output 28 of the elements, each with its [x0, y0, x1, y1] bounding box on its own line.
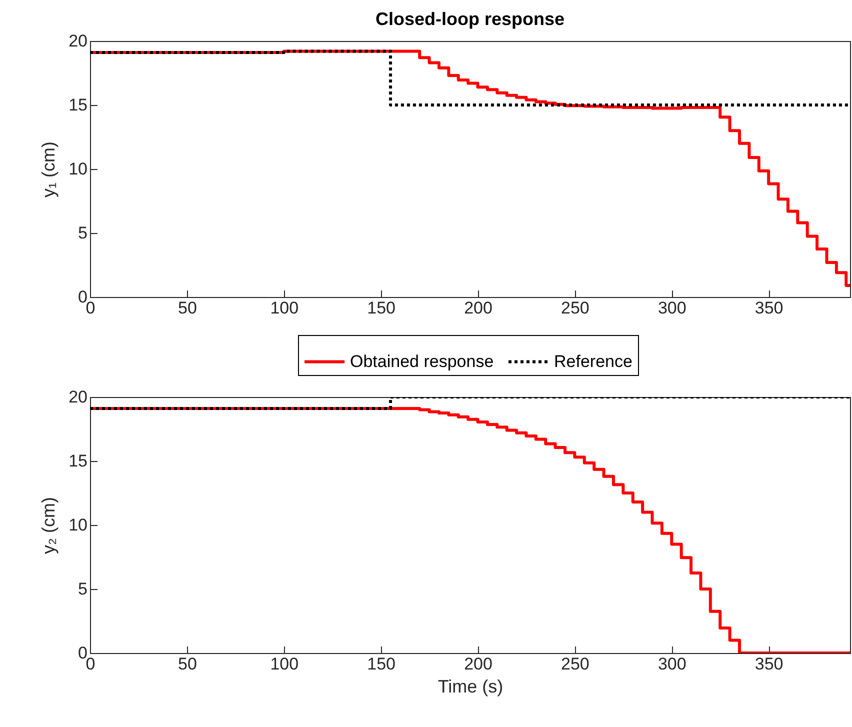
y-tick-label: 5	[78, 224, 88, 242]
legend-label: Reference	[554, 352, 632, 371]
x-tick-label: 250	[561, 654, 590, 674]
legend-label: Obtained response	[350, 352, 494, 371]
y-axis-title: y₂ (cm)	[38, 497, 59, 554]
x-tick-label: 150	[367, 298, 396, 318]
y-tick-label: 5	[78, 580, 88, 598]
x-tick-label: 300	[658, 654, 686, 674]
y-tick-label: 10	[68, 160, 88, 178]
x-tick-label: 50	[178, 298, 197, 318]
x-tick-label: 200	[464, 654, 492, 674]
x-tick-label: 100	[270, 298, 299, 318]
y-axis-title: y₁ (cm)	[38, 141, 59, 198]
x-axis-title: Time (s)	[438, 676, 504, 696]
y-tick-label: 15	[68, 452, 88, 470]
y-tick-label: 15	[68, 96, 88, 114]
x-tick-label: 350	[754, 654, 784, 674]
x-tick-label: 300	[658, 298, 686, 318]
y-tick-label: 20	[68, 32, 88, 50]
y-tick-label: 20	[68, 388, 88, 406]
x-tick-label: 150	[367, 654, 396, 674]
x-tick-label: 100	[270, 654, 299, 674]
y-tick-label: 10	[68, 516, 88, 534]
x-tick-label: 350	[754, 298, 784, 318]
chart-title: Closed-loop response	[375, 9, 565, 29]
x-tick-label: 50	[178, 654, 197, 674]
x-tick-label: 250	[561, 298, 590, 318]
x-tick-label: 200	[464, 298, 492, 318]
